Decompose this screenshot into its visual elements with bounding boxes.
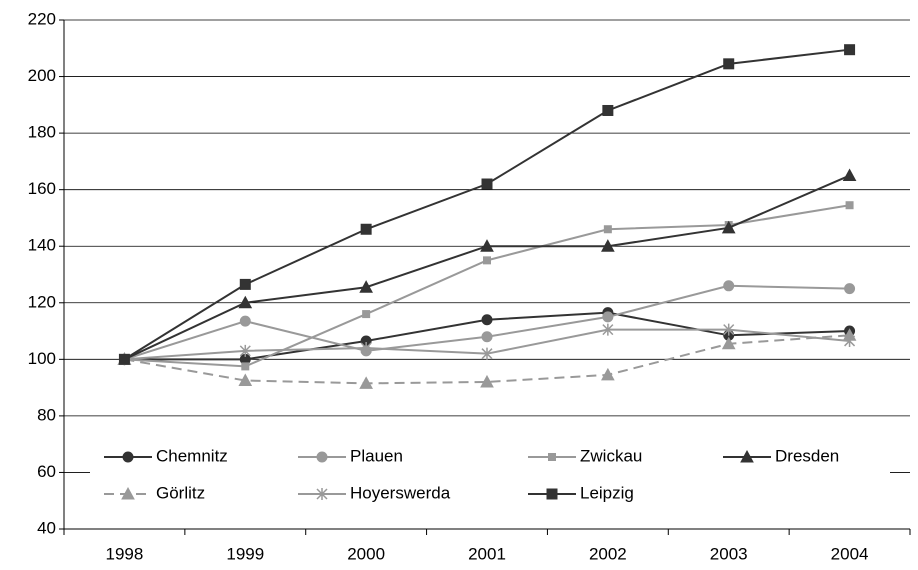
- legend-label: Hoyerswerda: [350, 483, 451, 502]
- series-line: [123, 48, 850, 361]
- point: [122, 451, 134, 463]
- point: [316, 451, 328, 463]
- point: [238, 295, 253, 309]
- legend-label: Zwickau: [580, 446, 642, 465]
- point: [721, 336, 736, 350]
- x-tick-label: 2000: [347, 544, 385, 563]
- point: [359, 280, 373, 293]
- point: [602, 104, 614, 116]
- y-tick-label: 100: [28, 349, 56, 368]
- point: [723, 58, 735, 70]
- point: [241, 362, 250, 371]
- point: [481, 347, 493, 360]
- point: [360, 342, 372, 355]
- legend-label: Dresden: [775, 446, 839, 465]
- point: [480, 239, 494, 252]
- y-tick-label: 120: [28, 292, 56, 311]
- y-tick-label: 140: [28, 236, 56, 255]
- point: [239, 344, 251, 357]
- point: [481, 314, 493, 326]
- x-tick-label: 2001: [468, 544, 506, 563]
- point: [845, 201, 854, 210]
- point: [118, 353, 130, 365]
- point: [602, 323, 614, 336]
- point: [740, 449, 754, 463]
- legend-label: Leipzig: [580, 483, 634, 502]
- y-tick-label: 60: [37, 462, 56, 481]
- legend-label: Görlitz: [156, 483, 205, 502]
- point: [723, 323, 735, 336]
- point: [601, 367, 615, 381]
- point: [239, 315, 251, 327]
- legend-box: [90, 438, 890, 516]
- point: [481, 178, 493, 190]
- x-tick-label: 2004: [831, 544, 869, 563]
- point: [239, 278, 251, 290]
- y-tick-label: 200: [28, 66, 56, 85]
- point: [721, 220, 736, 234]
- y-tick-label: 180: [28, 123, 56, 142]
- point: [548, 453, 556, 461]
- point: [844, 334, 856, 347]
- point: [359, 376, 373, 389]
- x-tick-label: 2002: [589, 544, 627, 563]
- point: [238, 373, 253, 387]
- point: [481, 331, 493, 343]
- legend-label: Chemnitz: [156, 446, 228, 465]
- x-tick-label: 1998: [106, 544, 144, 563]
- point: [723, 280, 735, 292]
- point: [316, 488, 328, 500]
- point: [546, 488, 558, 500]
- legend-label: Plauen: [350, 446, 403, 465]
- y-tick-label: 80: [37, 405, 56, 424]
- point: [121, 486, 135, 500]
- point: [844, 283, 856, 295]
- y-tick-label: 220: [28, 9, 56, 28]
- x-tick-label: 1999: [226, 544, 264, 563]
- point: [601, 239, 615, 252]
- point: [842, 168, 857, 182]
- point: [480, 374, 494, 388]
- point: [362, 310, 371, 319]
- y-tick-label: 40: [37, 518, 56, 537]
- point: [844, 44, 856, 56]
- x-tick-label: 2003: [710, 544, 748, 563]
- point: [603, 225, 612, 234]
- point: [483, 256, 491, 265]
- y-tick-label: 160: [28, 179, 56, 198]
- point: [360, 223, 372, 235]
- point: [602, 311, 614, 323]
